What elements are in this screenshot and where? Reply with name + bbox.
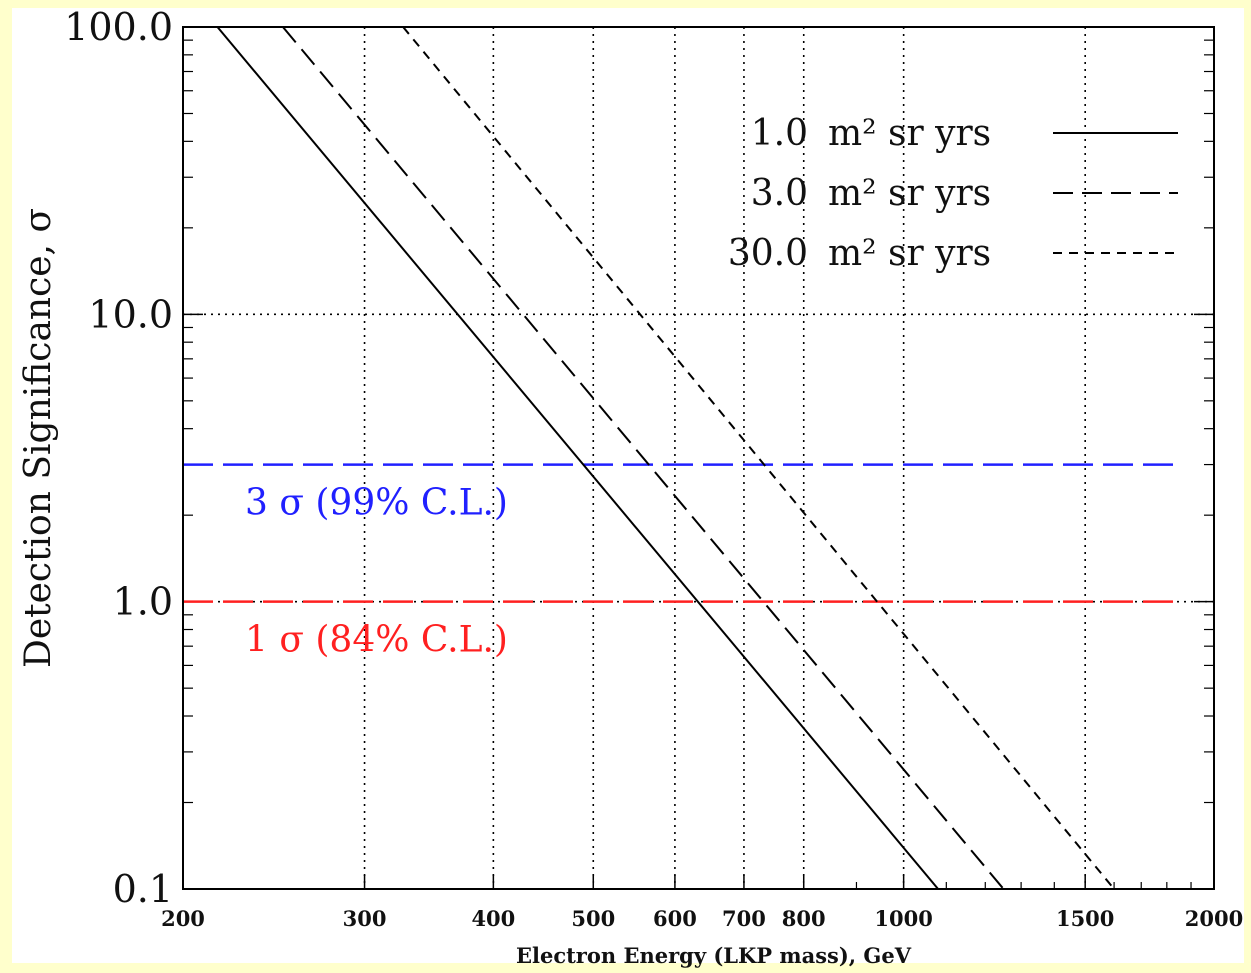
x-tick-label: 500 (571, 906, 615, 931)
series-line (216, 27, 939, 889)
x-tick-label: 1000 (874, 906, 932, 931)
reference-lines: 3 σ (99% C.L.) 1 σ (84% C.L.) (183, 463, 1179, 661)
legend-entry-label: 30.0 (728, 233, 808, 274)
y-tick-label: 10.0 (88, 292, 173, 336)
legend-entry-label: 3.0 (751, 173, 808, 214)
x-tick-label: 1500 (1056, 906, 1114, 931)
reference-line-label: 1 σ (84% C.L.) (245, 620, 508, 661)
x-tick-label: 300 (343, 906, 387, 931)
x-tick-label: 400 (471, 906, 515, 931)
legend-entry-unit: m² sr yrs (828, 173, 991, 214)
y-axis-label: Detection Significance, σ (18, 208, 59, 668)
legend-entry-label: 1.0 (751, 113, 808, 154)
y-tick-label: 1.0 (113, 580, 173, 624)
series-line (282, 27, 1005, 889)
series-line (402, 27, 1115, 889)
x-tick-label: 2000 (1185, 906, 1243, 931)
legend-entry-unit: m² sr yrs (828, 113, 991, 154)
x-tick-label: 200 (161, 906, 205, 931)
series-lines (216, 27, 1115, 889)
x-tick-label: 800 (782, 906, 826, 931)
legend-entry-unit: m² sr yrs (828, 233, 991, 274)
ticks: 200 300 400 500 600 700 800 1000 1500 20000.11.01… (64, 5, 1243, 931)
legend: 1.0 m² sr yrs 3.0 m² sr yrs 30.0 m² sr yrs (728, 113, 1178, 274)
y-tick-label: 0.1 (113, 867, 173, 911)
reference-line-label: 3 σ (99% C.L.) (245, 483, 508, 524)
y-tick-label: 100.0 (64, 5, 173, 49)
x-tick-label: 600 (653, 906, 697, 931)
x-axis-label: Electron Energy (LKP mass), GeV (516, 943, 912, 968)
axis-labels: Electron Energy (LKP mass), GeV Detectio… (18, 208, 912, 968)
plot-panel (12, 8, 1244, 963)
axes-frame (182, 26, 1215, 890)
x-tick-label: 700 (722, 906, 766, 931)
